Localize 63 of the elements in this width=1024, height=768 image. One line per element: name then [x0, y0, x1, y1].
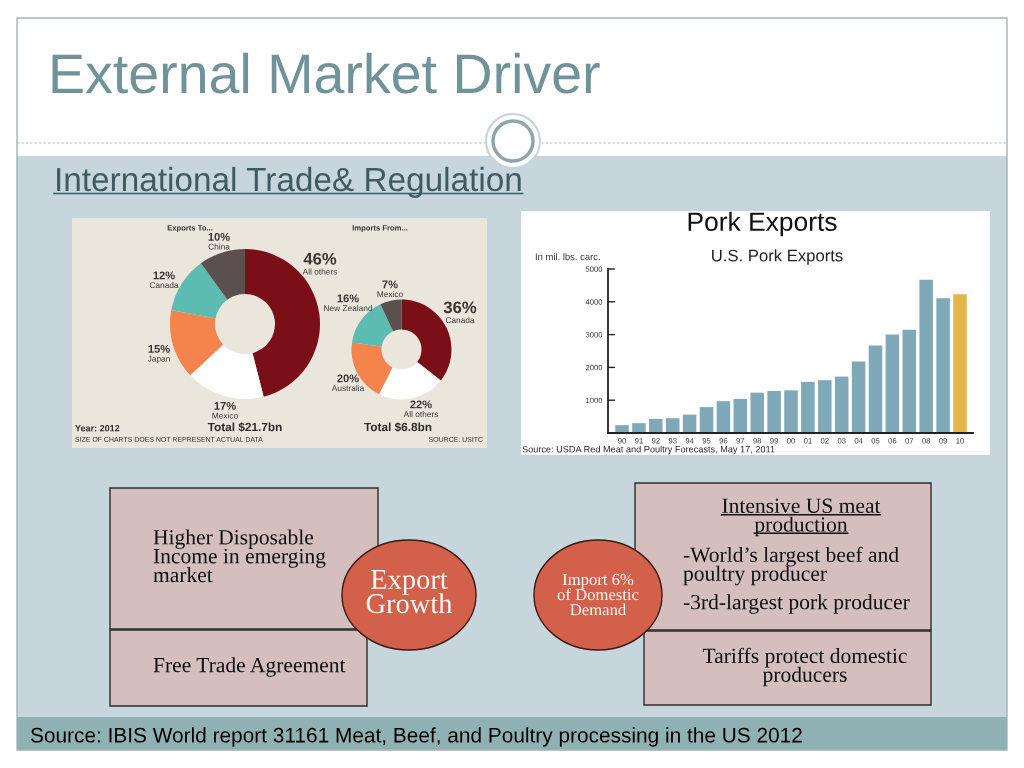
bar [699, 407, 714, 433]
bar [767, 391, 781, 433]
bar [716, 401, 731, 433]
slice-label: All others [403, 411, 439, 418]
slice-label: Mexico [377, 291, 403, 298]
text: Export Growth [366, 570, 453, 614]
text: Year: 2012 [75, 425, 120, 432]
slice-label: Australia [331, 385, 365, 392]
data-label: 10% [208, 232, 230, 241]
data-label: 46% [303, 252, 337, 265]
slice-label: China [208, 243, 230, 250]
text: Tariffs protect domestic producers [702, 647, 907, 687]
donut-slice [379, 361, 441, 400]
y-axis-title: In mil. lbs. carc. [535, 253, 600, 261]
bar [801, 381, 815, 433]
data-label: 22% [410, 400, 432, 409]
slice-label: New Zealand [324, 305, 373, 312]
chart-title: Pork Exports [688, 211, 837, 237]
text: Import 6% of Domestic Demand [557, 573, 639, 616]
slice-label: All others [302, 268, 338, 275]
donut-slice [380, 299, 402, 332]
bar [953, 294, 967, 433]
bar [851, 361, 866, 433]
bar [818, 380, 832, 433]
text: International Trade& Regulation [57, 166, 521, 198]
bar [885, 334, 900, 433]
text: Higher Disposable Income in emerging market [153, 529, 326, 583]
bar [868, 345, 883, 433]
data-label: 15% [148, 344, 170, 353]
bar [733, 398, 748, 433]
bar [632, 423, 646, 433]
slice-label: Mexico [212, 412, 238, 419]
text: Free Trade Agreement [153, 657, 346, 677]
slice-label: Canada [445, 317, 475, 324]
text: -World’s largest beef and poultry producer [683, 546, 899, 586]
bar [750, 392, 764, 433]
text: Total $6.8bn [364, 422, 432, 432]
text: External Market Driver [52, 52, 600, 94]
data-label: 12% [153, 271, 175, 280]
data-label: 36% [443, 301, 477, 314]
donut-slice [190, 344, 264, 399]
slice-label: Japan [147, 355, 170, 364]
source-note: Source: USDA Red Meat and Poultry Forecasts, May 17, 2011 [522, 445, 775, 455]
slice-label: Canada [149, 282, 179, 289]
bar [902, 329, 917, 433]
data-label: 20% [337, 374, 359, 383]
data-label: 17% [214, 401, 236, 410]
bar [665, 418, 680, 433]
text: Total $21.7bn [207, 422, 282, 432]
donut-slice [170, 309, 224, 376]
data-label: 7% [382, 280, 398, 289]
bar [919, 279, 933, 433]
donut-slice [200, 249, 245, 300]
bar [936, 298, 950, 433]
source-note: Source: IBIS World report 31161 Meat, Beef, and Poultry processing in the US 2012 [30, 727, 802, 747]
bar [615, 425, 629, 433]
data-label: 16% [337, 294, 359, 303]
chart-subtitle: U.S. Pork Exports [712, 249, 843, 265]
text: -3rd-largest pork producer [683, 594, 910, 614]
bar [784, 390, 798, 433]
text: Intensive US meat production [722, 498, 881, 537]
bar [649, 418, 663, 433]
bar [834, 376, 849, 433]
